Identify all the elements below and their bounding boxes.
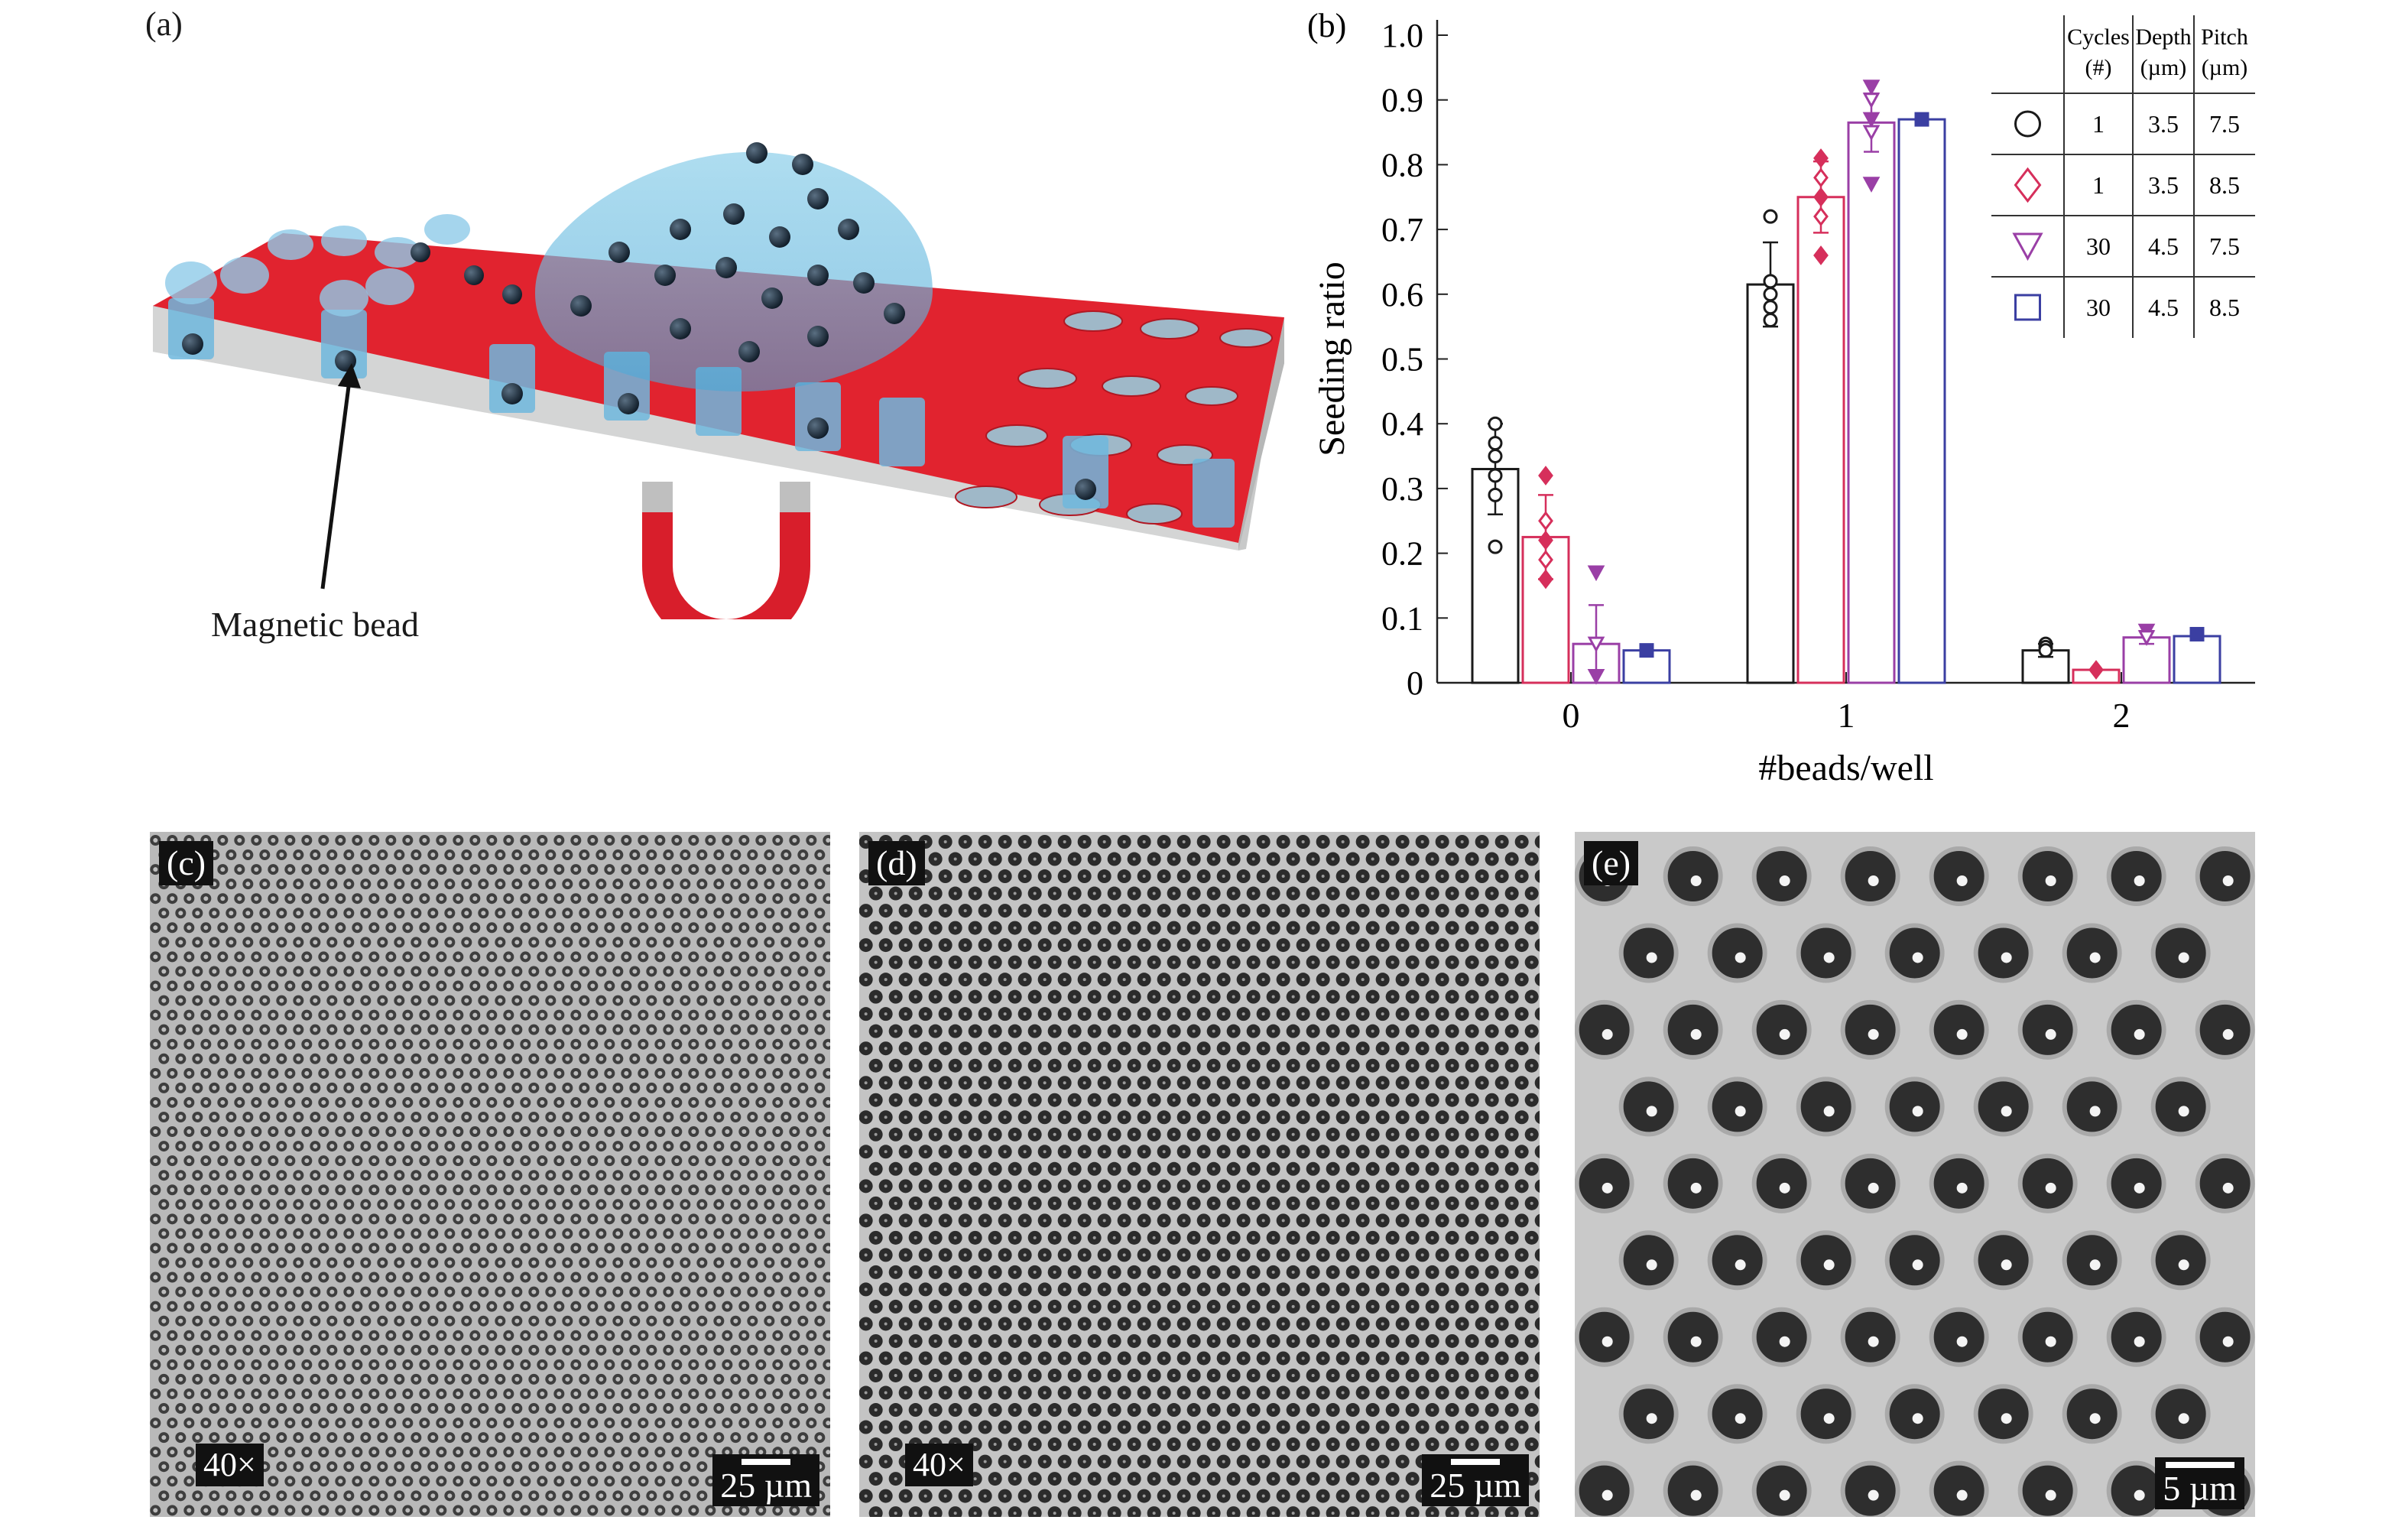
- y-tick-label: 0.3: [1381, 470, 1423, 508]
- y-tick-label: 1.0: [1381, 17, 1423, 54]
- y-tick-label: 0.7: [1381, 211, 1423, 248]
- legend-header: (#): [2085, 55, 2112, 80]
- legend-marker: [2012, 232, 2043, 261]
- bar: [1897, 118, 1946, 684]
- x-axis-label: #beads/well: [1758, 748, 1933, 788]
- data-point: [1587, 669, 1605, 685]
- legend-cell: 7.5: [2209, 110, 2240, 138]
- micrograph-d: (d) 40× 25 µm: [859, 832, 1540, 1517]
- legend-cell: 3.5: [2148, 110, 2179, 138]
- scale-bar: 5 µm: [2155, 1457, 2244, 1509]
- data-point: [1763, 287, 1778, 302]
- legend-header: Pitch: [2201, 24, 2248, 50]
- x-tick-label: 1: [1838, 696, 1855, 735]
- data-point: [1587, 636, 1605, 653]
- y-axis-label: Seeding ratio: [1312, 261, 1352, 456]
- x-tick-label: 2: [2113, 696, 2131, 735]
- y-tick-label: 0.2: [1381, 535, 1423, 573]
- data-point: [1862, 112, 1881, 128]
- y-tick-label: 0.9: [1381, 82, 1423, 119]
- y-tick-label: 0.1: [1381, 599, 1423, 637]
- legend-cell: 8.5: [2209, 171, 2240, 199]
- data-point: [1587, 565, 1605, 582]
- micrograph-c: (c) 40× 25 µm: [150, 832, 830, 1517]
- data-point: [1763, 209, 1778, 224]
- data-point: [1639, 643, 1654, 658]
- magnification-label: 40×: [196, 1444, 264, 1486]
- x-tick-label: 0: [1563, 696, 1580, 735]
- y-tick-label: 0.6: [1381, 276, 1423, 313]
- panel-b-letter: (b): [1307, 7, 1346, 44]
- schematic-illustration: [153, 142, 1284, 619]
- legend-cell: 7.5: [2209, 232, 2240, 260]
- bead-arrow: [320, 374, 352, 589]
- bar: [1847, 121, 1896, 684]
- data-point: [2038, 643, 2053, 658]
- bar: [2173, 635, 2221, 684]
- y-tick-label: 0: [1407, 664, 1423, 702]
- data-point: [1488, 468, 1503, 483]
- data-point: [2189, 626, 2205, 641]
- data-point: [1538, 466, 1553, 486]
- data-point: [1813, 167, 1829, 188]
- data-point: [1813, 148, 1829, 168]
- data-point: [2137, 630, 2156, 646]
- data-point: [1862, 177, 1881, 193]
- data-point: [1488, 449, 1503, 464]
- data-point: [1538, 550, 1553, 570]
- panel-e-label: (e): [1584, 841, 1639, 885]
- data-point: [1763, 313, 1778, 328]
- legend-marker: [2014, 167, 2042, 203]
- bar: [1796, 196, 1845, 684]
- scale-bar-label: 25 µm: [720, 1466, 812, 1505]
- data-point: [1538, 530, 1553, 551]
- magnet-icon: [642, 482, 810, 619]
- legend-cell: 3.5: [2148, 171, 2179, 199]
- data-point: [1813, 245, 1829, 265]
- data-point: [1763, 274, 1778, 289]
- legend-header: (µm): [2202, 55, 2248, 80]
- data-point: [1538, 511, 1553, 531]
- y-tick-label: 0.4: [1381, 405, 1423, 443]
- micrograph-e: (e) 5 µm: [1575, 832, 2255, 1517]
- data-point: [1914, 112, 1929, 127]
- bar: [1746, 283, 1795, 684]
- magnetic-bead-label: Magnetic bead: [211, 605, 420, 644]
- seeding-ratio-chart: (b) 0 0.1 0.2 0.3 0.4 0.5 0.6 0.7 0.8 0.9 1.0 0 1 2 #b…: [1307, 7, 2255, 788]
- legend-cell: 4.5: [2148, 232, 2179, 260]
- legend-header: Cycles: [2067, 24, 2130, 50]
- magnification-label: 40×: [905, 1444, 973, 1486]
- y-tick-label: 0.5: [1381, 341, 1423, 378]
- data-point: [1488, 416, 1503, 431]
- data-point: [1862, 125, 1881, 141]
- data-point: [1763, 300, 1778, 315]
- legend-header: (µm): [2140, 55, 2187, 80]
- data-point: [1813, 187, 1829, 207]
- data-point: [1538, 569, 1553, 589]
- data-point: [1488, 487, 1503, 502]
- legend-marker: [2014, 294, 2041, 321]
- data-point: [1488, 436, 1503, 451]
- panel-a-letter: (a): [145, 5, 183, 43]
- data-point: [1862, 80, 1881, 96]
- legend-cell: 1: [2092, 171, 2105, 199]
- scale-bar: 25 µm: [712, 1454, 819, 1506]
- panel-d-label: (d): [868, 841, 925, 885]
- legend-cell: 30: [2086, 294, 2111, 321]
- panel-c-label: (c): [159, 841, 214, 885]
- data-point: [1813, 206, 1829, 227]
- data-point: [2088, 660, 2104, 680]
- scale-bar-label: 25 µm: [1430, 1466, 1521, 1505]
- legend-cell: 8.5: [2209, 294, 2240, 321]
- scale-bar-label: 5 µm: [2163, 1469, 2237, 1508]
- scale-bar: 25 µm: [1422, 1454, 1529, 1506]
- data-point: [1488, 539, 1503, 554]
- legend-cell: 4.5: [2148, 294, 2179, 321]
- data-point: [1862, 93, 1881, 109]
- y-tick-label: 0.8: [1381, 146, 1423, 184]
- legend-header: Depth: [2135, 24, 2191, 50]
- legend-cell: 1: [2092, 110, 2105, 138]
- legend-cell: 30: [2086, 232, 2111, 260]
- legend-marker: [2014, 110, 2041, 138]
